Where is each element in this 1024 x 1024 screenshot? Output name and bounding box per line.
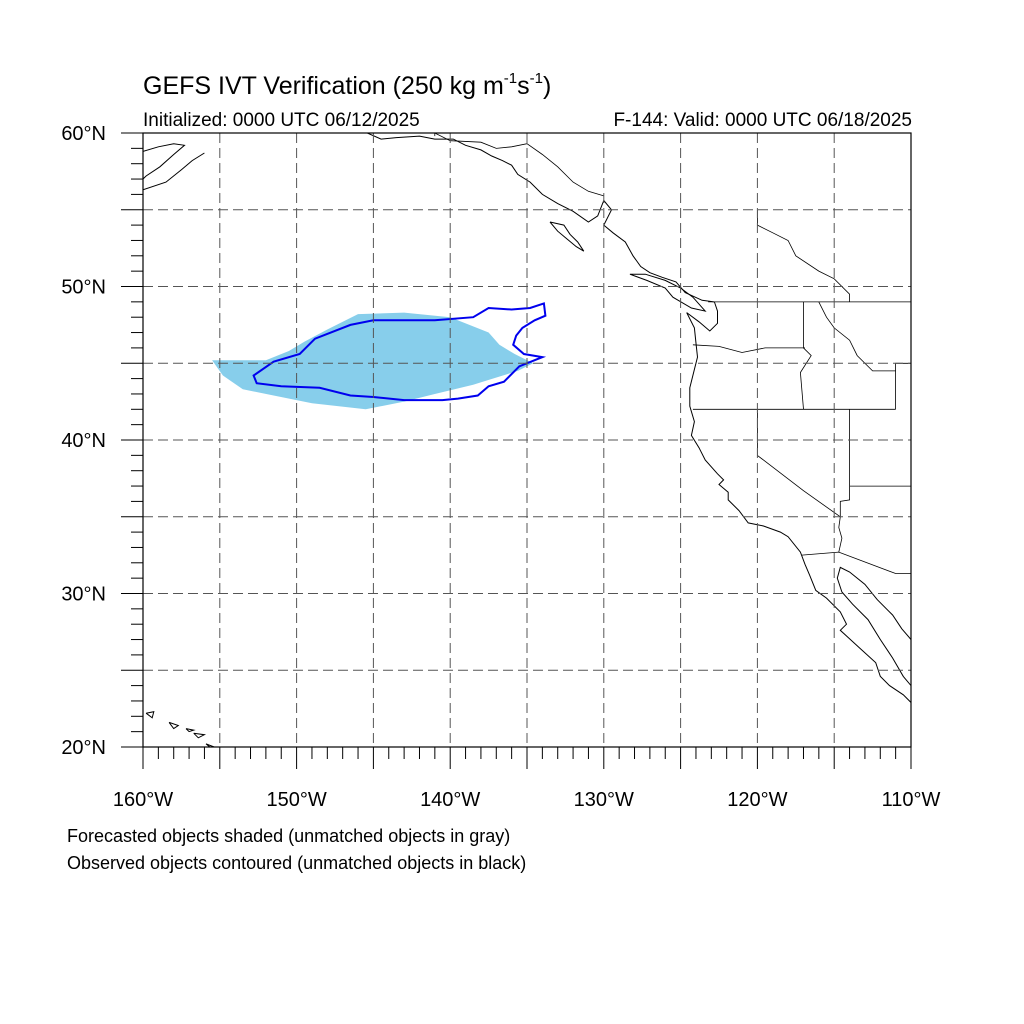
coastline-segment: [549, 221, 585, 252]
coastline-segment: [629, 273, 707, 312]
lon-label: 110°W: [882, 789, 941, 811]
border-segment: [895, 362, 911, 410]
gridlines: [143, 133, 911, 747]
chart-title: GEFS IVT Verification (250 kg m-1s-1): [143, 69, 552, 100]
coastline-segment: [168, 721, 180, 730]
lon-label: 150°W: [266, 789, 326, 811]
border-segment: [818, 301, 896, 372]
forecast-object: [212, 312, 534, 410]
observed-object-contour: [252, 302, 547, 402]
lon-label: 120°W: [727, 789, 787, 811]
lat-label: 60°N: [61, 123, 106, 145]
border-segment: [838, 516, 843, 553]
border-segment: [692, 344, 805, 353]
caption-observed: Observed objects contoured (unmatched ob…: [67, 853, 527, 873]
lat-label: 30°N: [61, 584, 106, 606]
initialized-label: Initialized: 0000 UTC 06/12/2025: [143, 110, 420, 131]
border-segment: [434, 133, 604, 197]
coastline-segment: [205, 743, 216, 747]
coastline-segment: [836, 566, 911, 686]
lat-label: 20°N: [61, 737, 106, 759]
border-segment: [757, 209, 850, 302]
coastline-segment: [143, 152, 205, 191]
lat-label: 40°N: [61, 430, 106, 452]
lon-label: 160°W: [113, 789, 173, 811]
political-borders: [434, 133, 911, 574]
axis-labels: 160°W 150°W 140°W 130°W 120°W 110°W 60°N 50°N 40…: [61, 123, 940, 811]
border-segment: [801, 551, 911, 574]
lon-label: 130°W: [574, 789, 634, 811]
lat-label: 50°N: [61, 277, 106, 299]
coastline-segment: [367, 133, 911, 703]
map-frame: [142, 132, 912, 748]
axis-ticks: [121, 132, 912, 769]
coastline-segment: [143, 143, 186, 180]
coastlines: [143, 133, 911, 747]
border-segment: [839, 409, 850, 517]
coastline-segment: [185, 728, 196, 733]
coastline-segment: [145, 711, 155, 719]
caption-forecast: Forecasted objects shaded (unmatched obj…: [67, 826, 511, 846]
coastline-segment: [193, 732, 207, 739]
valid-time-label: F-144: Valid: 0000 UTC 06/18/2025: [613, 110, 912, 131]
border-segment: [757, 409, 841, 518]
border-segment: [799, 301, 812, 410]
lon-label: 140°W: [420, 789, 480, 811]
